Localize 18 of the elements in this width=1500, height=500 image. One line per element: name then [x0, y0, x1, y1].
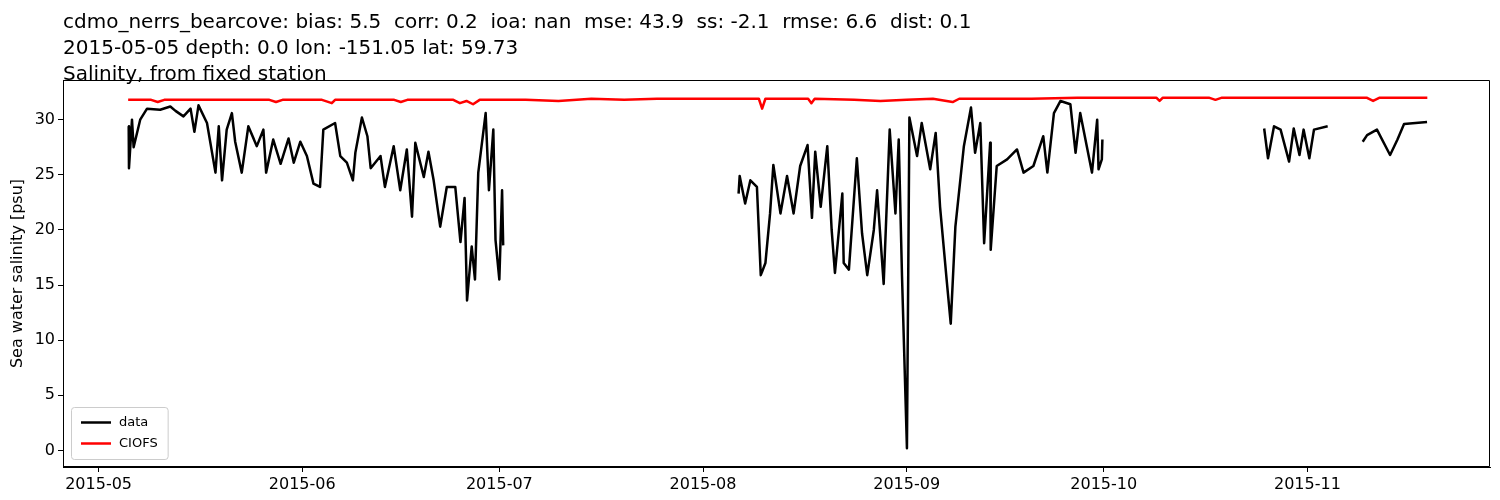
y-axis-title: Sea water salinity [psu]	[6, 178, 26, 369]
x-tick-label: 2015-11	[1273, 473, 1341, 493]
legend-label: data	[119, 413, 149, 429]
y-tick-label: 0	[44, 439, 55, 459]
x-tick-label: 2015-08	[669, 473, 737, 493]
y-tick-label: 30	[34, 108, 55, 128]
x-tick-label: 2015-09	[873, 473, 941, 493]
y-tick-label: 10	[34, 329, 55, 349]
x-tick-label: 2015-05	[65, 473, 133, 493]
chart-title: cdmo_nerrs_bearcove: bias: 5.5 corr: 0.2 ioa: nan mse: 43.9 ss: -2.1 rmse: 6.6 dist: 0.1 2015-05-05 depth: 0.0 lon: -151.05 lat: 59.73 Salinity, from fixed station	[63, 9, 972, 85]
y-tick-label: 5	[44, 384, 55, 404]
y-tick-label: 15	[34, 274, 55, 294]
y-tick-label: 20	[34, 219, 55, 239]
x-tick-label: 2015-10	[1070, 473, 1138, 493]
y-tick-label: 25	[34, 163, 55, 183]
legend-label: CIOFS	[119, 434, 158, 450]
x-tick-label: 2015-06	[268, 473, 336, 493]
x-tick-label: 2015-07	[465, 473, 533, 493]
